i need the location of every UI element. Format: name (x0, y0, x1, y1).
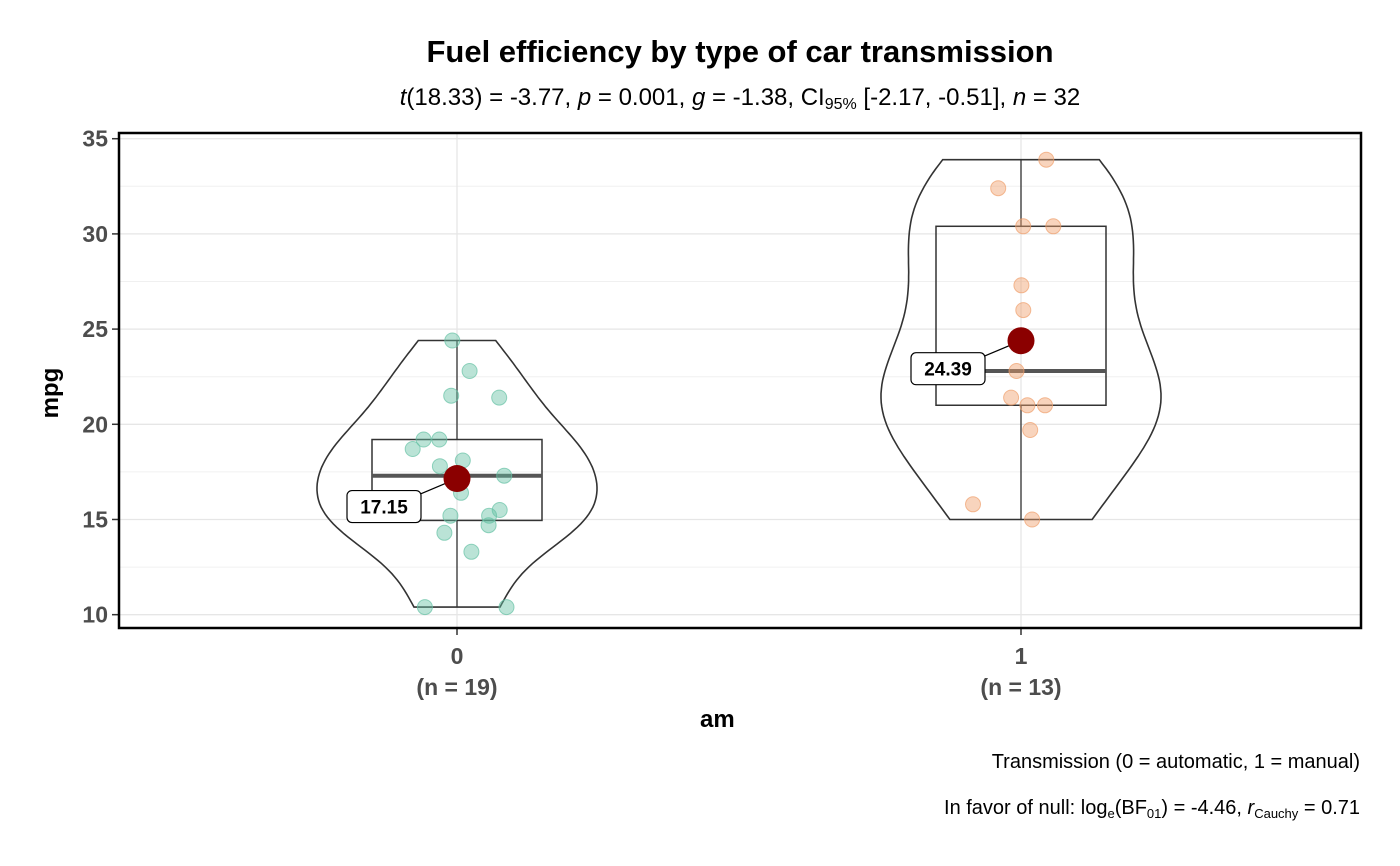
caption-line-2: In favor of null: loge(BF01) = -4.46, rC… (944, 797, 1360, 821)
y-tick-label: 10 (82, 602, 108, 628)
data-point-0 (491, 389, 508, 406)
caption-bf-prefix: In favor of null: log (944, 797, 1108, 819)
x-axis-title: am (700, 706, 735, 733)
box-1 (935, 225, 1107, 406)
y-tick-label: 35 (82, 126, 108, 152)
box-0 (371, 438, 543, 522)
data-point-1 (965, 496, 981, 513)
n-symbol: n (1012, 84, 1027, 111)
y-tick-label: 30 (82, 221, 108, 247)
x-tick-count-1: (n = 13) (980, 674, 1061, 700)
mean-point-1 (1007, 327, 1035, 355)
ci-value: [-2.17, -0.51], (856, 84, 1013, 111)
violin-0 (316, 339, 598, 608)
data-point-0 (436, 524, 453, 541)
panel-background (119, 133, 1361, 628)
caption-r-symbol: r (1247, 797, 1255, 819)
x-tick-label-0: 0 (451, 643, 464, 669)
t-stat: (18.33) = -3.77, (406, 84, 578, 111)
data-point-1 (1038, 151, 1055, 168)
data-point-1 (1045, 218, 1062, 235)
mean-label-box-0 (346, 489, 422, 524)
chart-subtitle: t(18.33) = -3.77, p = 0.001, g = -1.38, … (0, 84, 1400, 114)
data-point-0 (496, 467, 513, 484)
data-point-0 (415, 431, 432, 448)
x-tick-label-1: 1 (1015, 643, 1028, 669)
violin-1 (880, 158, 1162, 521)
caption-r-subscript: Cauchy (1254, 806, 1299, 821)
data-point-1 (1015, 302, 1032, 319)
data-point-0 (442, 507, 459, 524)
data-point-0 (404, 441, 421, 457)
data-point-1 (1019, 397, 1036, 414)
y-axis-title-wrap: mpg (22, 368, 82, 419)
caption-bf-value: ) = -4.46, (1161, 797, 1248, 819)
caption-r-value: = 0.71 (1298, 797, 1360, 819)
data-point-0 (461, 363, 478, 379)
data-point-0 (431, 458, 448, 475)
data-point-1 (1015, 218, 1032, 235)
data-point-1 (1037, 397, 1053, 414)
y-tick-label: 20 (82, 411, 108, 437)
data-point-0 (431, 431, 448, 448)
data-point-0 (444, 332, 461, 349)
data-point-0 (480, 517, 497, 534)
chart-title: Fuel efficiency by type of car transmiss… (426, 34, 1054, 69)
data-point-1 (1008, 363, 1025, 379)
data-point-0 (416, 599, 433, 616)
data-point-0 (443, 387, 460, 404)
t-symbol: t (399, 84, 407, 111)
x-tick-count-0: (n = 19) (416, 674, 497, 700)
p-symbol: p (577, 84, 592, 111)
caption-bf-open: (BF (1114, 797, 1147, 819)
data-point-1 (1003, 389, 1020, 406)
panel-border (117, 131, 1363, 630)
n-value: = 32 (1026, 84, 1081, 111)
data-point-1 (1022, 422, 1039, 438)
mean-point-0 (443, 465, 471, 493)
y-tick-label: 15 (82, 506, 108, 532)
y-axis-title: mpg (37, 367, 64, 419)
y-tick-label: 25 (82, 316, 108, 342)
caption-line-1: Transmission (0 = automatic, 1 = manual) (991, 751, 1360, 773)
caption-log-base: e (1107, 806, 1115, 821)
mean-label-0: 17.15 (360, 498, 408, 519)
g-value: = -1.38, CI (705, 84, 825, 111)
data-point-0 (491, 502, 508, 518)
mean-label-box-1 (910, 352, 986, 386)
data-point-1 (990, 180, 1007, 197)
g-symbol: g (691, 84, 706, 111)
data-point-1 (1024, 511, 1041, 528)
p-value: = 0.001, (591, 84, 692, 111)
data-point-0 (498, 599, 515, 616)
mean-label-1: 24.39 (924, 360, 972, 381)
data-point-0 (463, 543, 480, 560)
data-point-1 (1013, 277, 1030, 294)
ci-subscript: 95% (824, 96, 857, 113)
caption-bf-subscript: 01 (1146, 806, 1162, 821)
